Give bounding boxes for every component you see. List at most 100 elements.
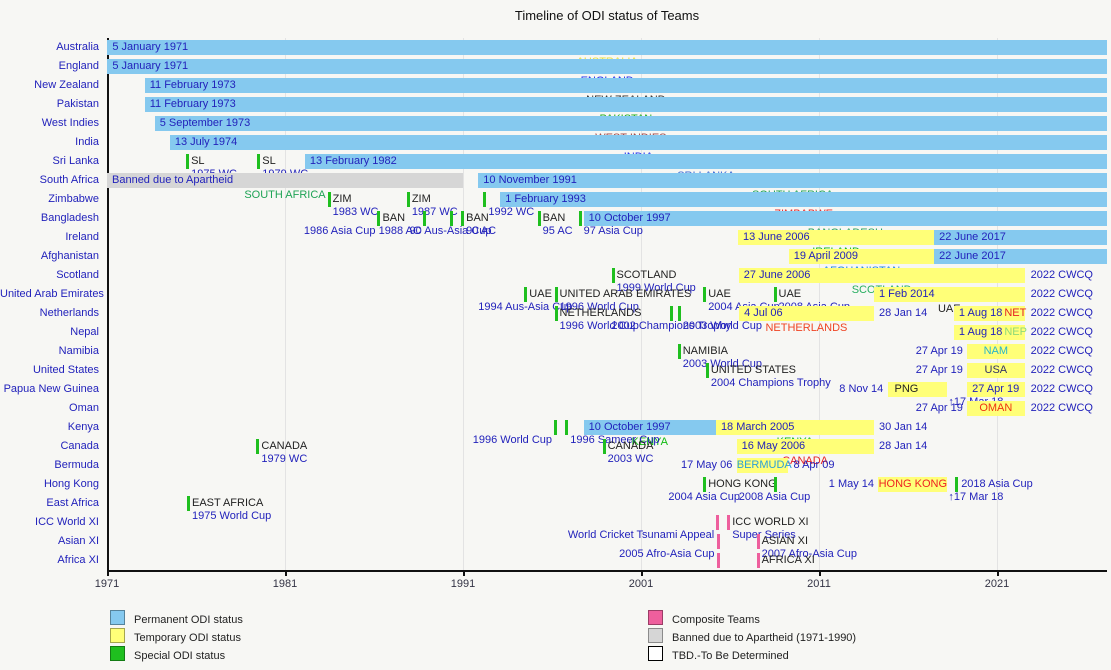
- event-tick-special: [955, 477, 959, 492]
- axis-tick: [463, 570, 465, 576]
- row-label: Namibia: [58, 345, 99, 357]
- annotation-text: 27 Apr 19: [915, 345, 963, 357]
- annotation-text: 8 Nov 14: [839, 383, 884, 395]
- event-tick-label: ICC WORLD XI: [732, 516, 809, 528]
- event-tick-label: HONG KONG: [708, 478, 777, 490]
- legend-label: Composite Teams: [672, 614, 760, 626]
- gridline: [819, 38, 820, 570]
- row-label: United States: [32, 364, 99, 376]
- timeline-bar-temporary: 1 Aug 18 NET: [953, 306, 1026, 321]
- annotation-text: 27 Apr 19: [915, 364, 963, 376]
- timeline-bar-permanent: 13 July 1974INDIA: [169, 135, 1107, 163]
- event-tick-label: 2003 World Cup: [682, 358, 763, 370]
- row-label: England: [58, 60, 99, 72]
- bar-date-label: 10 October 1997: [588, 212, 671, 224]
- axis-year-label: 2011: [807, 578, 831, 590]
- event-tick-label: 1979 WC: [261, 453, 308, 465]
- timeline-bar-permanent: 5 January 1971ENGLAND: [107, 59, 1107, 87]
- bar-date-label: 22 June 2017: [939, 250, 1006, 262]
- row-label: Zimbabwe: [48, 193, 99, 205]
- legend-item: Banned due to Apartheid (1971-1990): [648, 628, 856, 646]
- legend-item: TBD.-To Be Determined: [648, 646, 789, 664]
- timeline-bar-temporary: 18 March 2005KENYA: [715, 420, 874, 448]
- timeline-bar-permanent: 22 June 2017: [934, 249, 1107, 264]
- annotation-text: ↑17 Mar 18: [948, 491, 1004, 503]
- row-label: East Africa: [46, 497, 99, 509]
- bar-team-label: NETHERLANDS: [765, 322, 848, 334]
- axis-year-label: 2021: [984, 578, 1010, 590]
- event-tick-special: [422, 211, 426, 226]
- legend-swatch-composite: [648, 610, 663, 625]
- event-tick-label: 2004 Asia Cup: [668, 491, 740, 503]
- event-tick-label: 1996 World Cup: [559, 320, 639, 332]
- event-tick-special: [554, 287, 558, 302]
- row-label: Asian XI: [58, 535, 99, 547]
- legend-label: Special ODI status: [134, 650, 226, 662]
- bar-team-label: OMAN: [979, 402, 1013, 414]
- event-tick-label: SL: [262, 155, 276, 167]
- row-label: Sri Lanka: [52, 155, 99, 167]
- legend-item: Composite Teams: [648, 610, 760, 628]
- legend-label: Temporary ODI status: [134, 632, 241, 644]
- event-tick-special: [705, 363, 709, 378]
- event-tick-special: [186, 496, 190, 511]
- axis-year-label: 1971: [94, 578, 120, 590]
- event-tick-label: UAE: [708, 288, 731, 300]
- event-tick-special: [670, 306, 674, 321]
- event-tick-label: 1975 World Cup: [191, 510, 272, 522]
- axis-tick: [641, 570, 643, 576]
- event-tick-composite: [716, 534, 720, 549]
- axis-tick: [285, 570, 287, 576]
- event-tick-label: BAN: [466, 212, 489, 224]
- timeline-bar-permanent: 13 February 1982SRI LANKA: [304, 154, 1107, 182]
- bar-team-label: HONG KONG: [878, 478, 948, 490]
- event-tick-special: [677, 344, 681, 359]
- annotation-text: 2022 CWCQ: [1030, 269, 1093, 281]
- row-label: Canada: [60, 440, 99, 452]
- annotation-text: 28 Jan 14: [878, 307, 928, 319]
- bar-team-label: NEP: [1004, 326, 1027, 338]
- row-label: ICC World XI: [35, 516, 99, 528]
- event-tick-label: 1986 Asia Cup: [303, 225, 376, 237]
- event-tick-label: AFRICA XI: [761, 554, 815, 566]
- bar-date-label: 18 March 2005: [720, 421, 795, 433]
- legend-item: Special ODI status: [110, 646, 225, 664]
- event-tick-composite: [716, 515, 720, 530]
- timeline-bar-permanent: 10 October 1997 KENYA: [583, 420, 716, 448]
- legend-swatch-permanent: [110, 610, 125, 625]
- event-tick-label: 97 Asia Cup: [583, 225, 643, 237]
- event-tick-special: [461, 211, 465, 226]
- row-label: Bermuda: [54, 459, 99, 471]
- bar-date-label: 13 February 1982: [309, 155, 397, 167]
- bar-date-label: 16 May 2006: [741, 440, 806, 452]
- row-label: New Zealand: [34, 79, 99, 91]
- event-tick-label: SCOTLAND: [616, 269, 677, 281]
- event-tick-label: NETHERLANDS: [559, 307, 642, 319]
- event-tick-label: 1996 World Cup: [559, 301, 639, 313]
- event-tick-label: 2003 WC: [607, 453, 654, 465]
- annotation-text: 2018 Asia Cup: [961, 478, 1033, 490]
- event-tick-label: 1994 Aus-Asia Cup: [478, 301, 573, 313]
- row-label: Nepal: [70, 326, 99, 338]
- x-axis-line: [107, 570, 1107, 572]
- row-label: Scotland: [56, 269, 99, 281]
- bar-date-label: 4 Jul 06: [744, 307, 783, 319]
- bar-date-label: 1 Feb 2014: [879, 288, 935, 300]
- legend-item: Temporary ODI status: [110, 628, 241, 646]
- bar-date-label: 10 November 1991: [483, 174, 577, 186]
- annotation-text: 8 Apr 09: [793, 459, 835, 471]
- bar-team-label: USA: [984, 364, 1008, 376]
- event-tick-label: 1992 WC: [488, 206, 535, 218]
- timeline-bar-temporary: PNG: [887, 382, 948, 397]
- event-tick-composite: [727, 515, 731, 530]
- event-tick-special: [611, 268, 615, 283]
- timeline-bar-permanent: 11 February 1973NEW ZEALAND: [144, 78, 1107, 106]
- event-tick-label: 2005 Afro-Asia Cup: [619, 548, 715, 560]
- row-label: Hong Kong: [43, 478, 99, 490]
- legend-label: Permanent ODI status: [134, 614, 243, 626]
- legend-label: TBD.-To Be Determined: [672, 650, 789, 662]
- event-tick-label: 2008 Asia Cup: [738, 491, 811, 503]
- legend-swatch-temporary: [110, 628, 125, 643]
- event-tick-label: BAN: [542, 212, 566, 224]
- timeline-bar-temporary: 1 Aug 18 NEP: [953, 325, 1027, 340]
